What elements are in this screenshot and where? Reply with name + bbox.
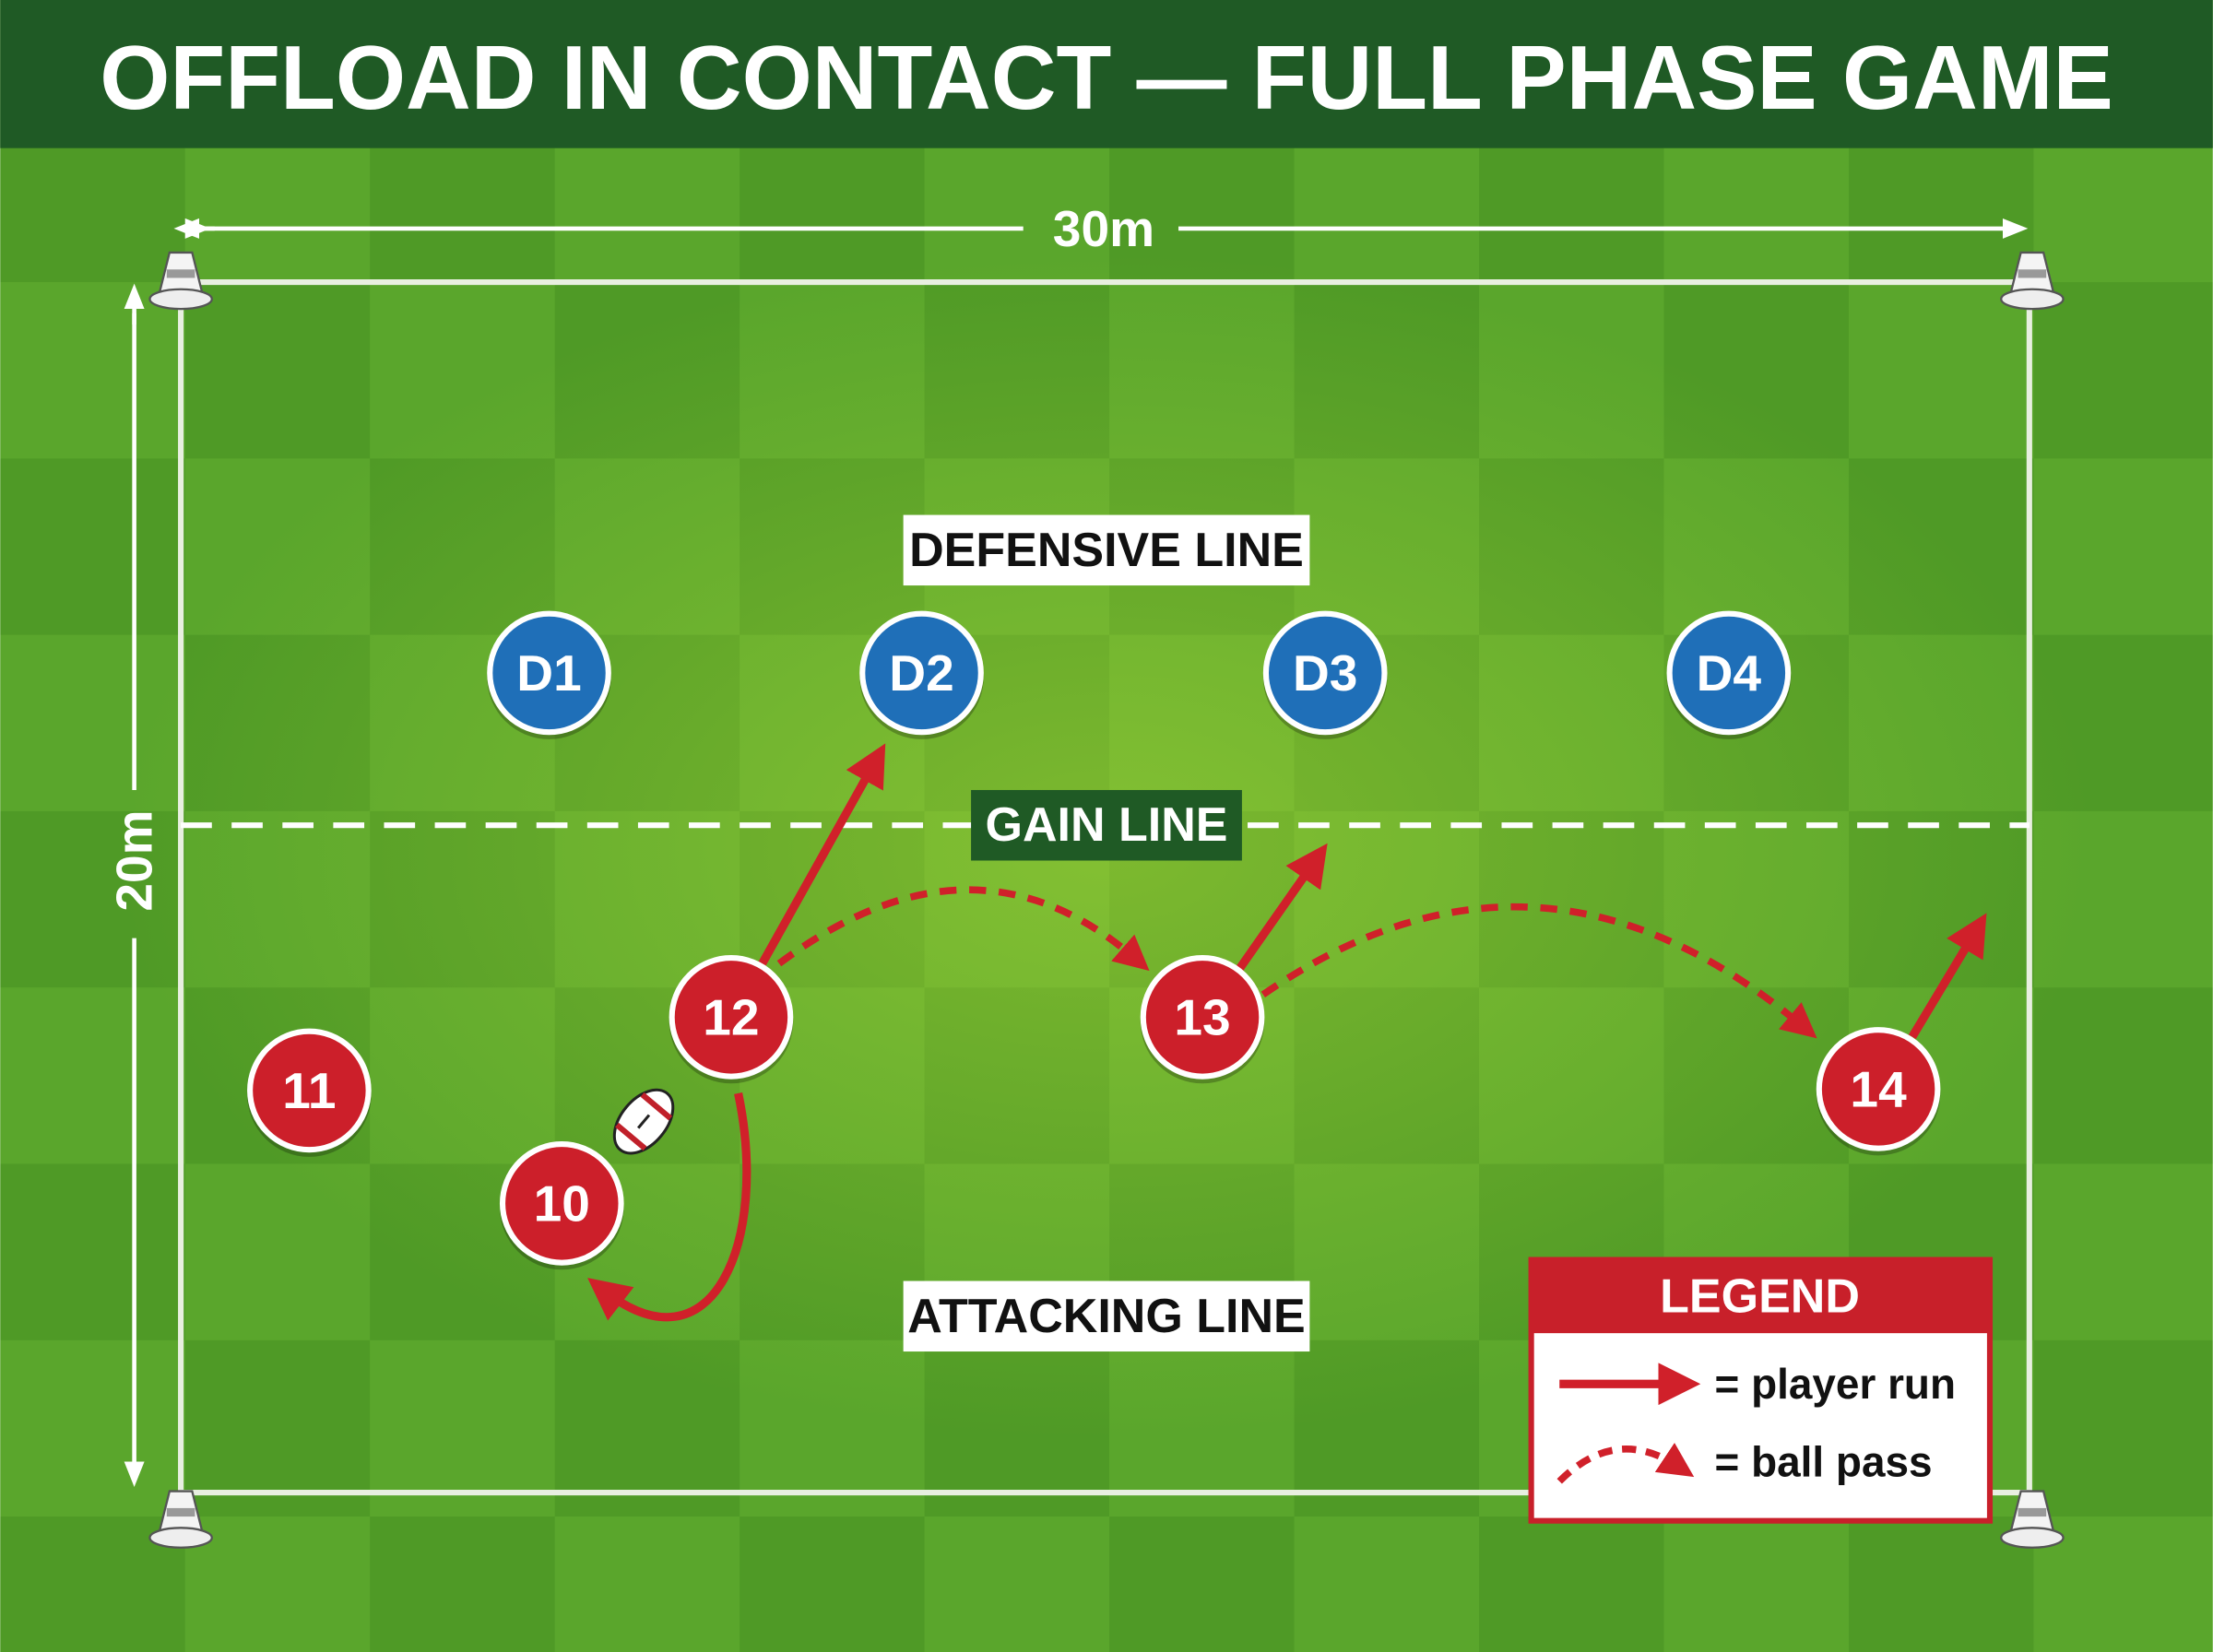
attacker-label: 13 [1174,988,1230,1045]
legend-item: = ball pass [1715,1437,1933,1485]
defensive-line-box [903,514,1310,586]
defensive-line-label: DEFENSIVE LINE [909,524,1304,577]
defender-marker [1666,610,1792,736]
header-bar [0,0,2213,148]
attacker-marker [669,955,794,1080]
attacker-marker [499,1141,624,1266]
players: D1 D2 D3 D4 11 12 10 13 14 [247,610,1941,1270]
attacker-label: 10 [534,1174,590,1232]
attacker-marker [247,1028,372,1153]
attacker-label: 11 [282,1062,336,1119]
attacker-label: 12 [703,988,759,1045]
defender-marker [487,610,611,736]
defender-marker [1262,610,1388,736]
attacking-line-box [903,1280,1310,1352]
defender-label: D2 [889,644,953,702]
pass-arrow [776,886,1150,972]
pass-arrow [1260,903,1817,1039]
run-arrow [758,743,886,966]
attacker-marker [1140,955,1265,1080]
title: OFFLOAD IN CONTACT — FULL PHASE GAME [100,27,2113,128]
loop-run-arrow [587,1092,751,1322]
defender-label: D4 [1697,644,1762,702]
width-label: 30m [1053,200,1154,257]
defender-label: D3 [1293,644,1357,702]
legend: LEGEND = player run = ball pass [1528,1257,1994,1524]
legend-header [1531,1259,1990,1334]
attacker-marker [1816,1027,1941,1151]
legend-title: LEGEND [1660,1269,1860,1323]
legend-item: = player run [1715,1360,1956,1408]
attacking-line-label: ATTACKING LINE [907,1290,1305,1343]
defender-marker [859,610,984,736]
gain-line-box [971,789,1242,861]
attacker-label: 14 [1850,1060,1907,1117]
grid-boundary [178,279,2032,1496]
height-label: 20m [106,809,163,911]
player-runs [587,743,1987,1322]
gain-line-label: GAIN LINE [986,798,1228,852]
rugby-ball [612,1088,675,1155]
ball-passes [776,886,1817,1039]
run-arrow [1236,843,1328,972]
run-arrow [1908,913,1987,1040]
defender-label: D1 [516,644,581,702]
